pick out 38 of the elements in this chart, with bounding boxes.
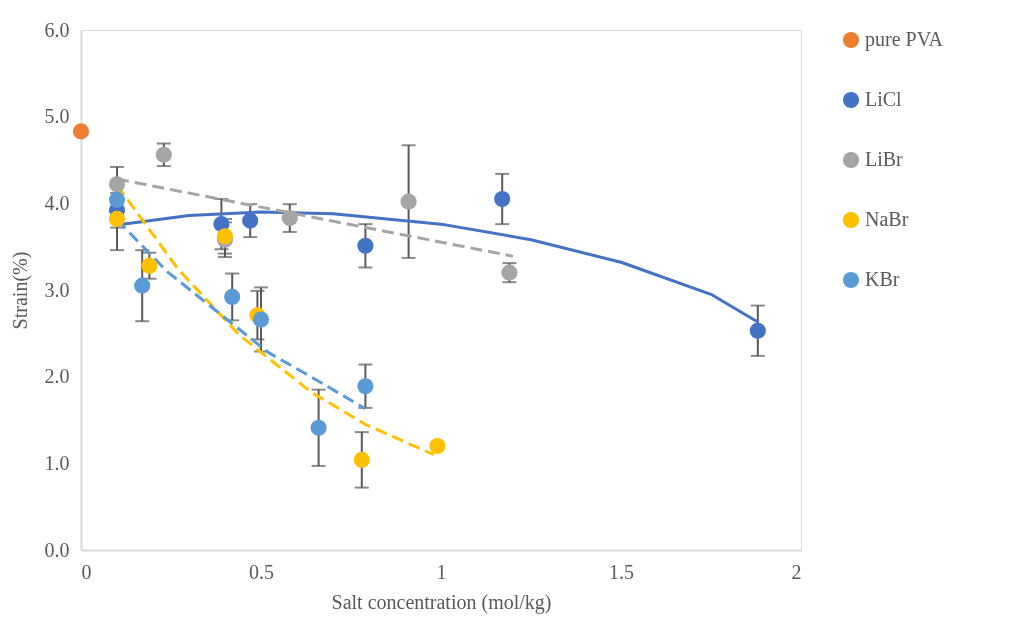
y-tick-label: 5.0 [44,105,70,128]
point [749,322,766,339]
x-tick-label: 1.5 [609,560,634,583]
point [224,288,241,305]
point [134,277,151,294]
point [281,210,298,227]
point [155,146,172,163]
point [252,311,270,328]
point [357,378,374,395]
y-axis-title: Strain(%) [8,251,32,330]
legend-label: NaBr [865,208,909,230]
point [494,190,511,208]
y-tick-label: 6.0 [44,18,70,41]
point [242,212,259,229]
point [400,193,417,210]
point [357,237,374,254]
legend-label: KBr [865,268,900,290]
x-tick-label: 0 [81,560,92,583]
y-tick-label: 3.0 [44,278,70,301]
x-tick-label: 1 [436,560,447,583]
x-tick-label: 0.5 [249,560,274,583]
x-axis-title: Salt concentration (mol/kg) [331,590,552,614]
y-tick-label: 0.0 [44,538,70,561]
x-tick-label: 2 [791,560,802,583]
point [108,210,126,227]
point [353,451,370,468]
point [429,437,446,455]
legend-label: pure PVA [865,28,944,51]
legend-label: LiCl [865,88,903,110]
y-tick-label: 1.0 [44,451,70,474]
y-tick-label: 4.0 [44,191,70,214]
point [310,419,327,436]
point [108,191,126,208]
point [72,123,90,140]
point [141,257,158,274]
point [108,176,126,193]
legend-label: LiBr [865,148,904,170]
y-tick-label: 2.0 [44,365,70,388]
